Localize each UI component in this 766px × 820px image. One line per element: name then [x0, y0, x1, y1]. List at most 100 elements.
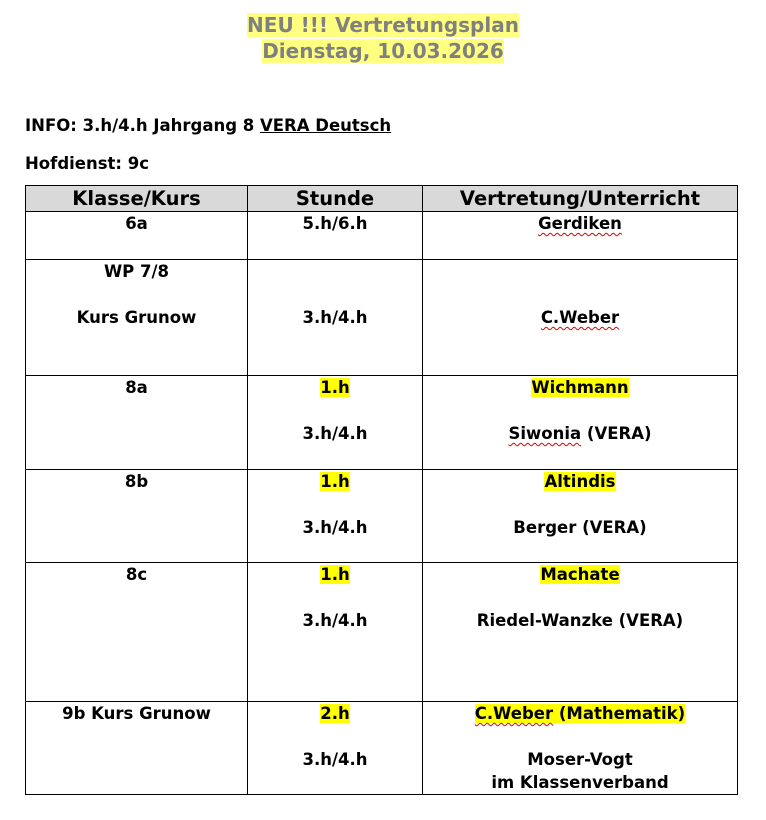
cell-klasse: 8b	[25, 469, 248, 563]
cell-text: 1.h	[320, 472, 350, 491]
cell-text: Siwonia (VERA)	[508, 424, 652, 443]
title-line-2: Dienstag, 10.03.2026	[262, 39, 504, 63]
cell-line: 1.h	[248, 563, 422, 586]
cell-text: Wichmann	[531, 378, 629, 397]
cell-line: Moser-Vogt	[423, 748, 737, 771]
cell-line: 8b	[26, 470, 247, 493]
cell-line	[423, 260, 737, 283]
info-line: INFO: 3.h/4.h Jahrgang 8 VERA Deutsch	[25, 116, 391, 135]
cell-vertretung: Machate Riedel-Wanzke (VERA)	[422, 562, 738, 702]
cell-text: 2.h	[320, 704, 350, 723]
table-row: 8c 1.h 3.h/4.h Machate Riedel-Wanzke (VERA)	[25, 562, 738, 702]
cell-line: WP 7/8	[26, 260, 247, 283]
header-stunde: Stunde	[247, 185, 423, 212]
cell-stunde: 5.h/6.h	[247, 211, 423, 260]
cell-line: im Klassenverband	[423, 771, 737, 794]
cell-line: 6a	[26, 212, 247, 235]
cell-text: 8c	[125, 565, 148, 584]
cell-line	[423, 283, 737, 306]
cell-text: im Klassenverband	[491, 773, 669, 792]
cell-line: 2.h	[248, 702, 422, 725]
cell-line: Riedel-Wanzke (VERA)	[423, 609, 737, 632]
table-row: 6a 5.h/6.h Gerdiken	[25, 211, 738, 260]
cell-text: Gerdiken	[538, 214, 622, 233]
cell-vertretung: C.Weber (Mathematik) Moser-Vogt im Klassen…	[422, 701, 738, 795]
cell-vertretung: Altindis Berger (VERA)	[422, 469, 738, 563]
cell-text: 3.h/4.h	[302, 611, 368, 630]
table-row: 8b 1.h 3.h/4.h Altindis Berger (VERA)	[25, 469, 738, 563]
substitution-table: Klasse/Kurs Stunde Vertretung/Unterricht…	[25, 185, 738, 795]
spellcheck-word: C.Weber	[474, 704, 554, 723]
table-row: 8a 1.h 3.h/4.h Wichmann Siwonia (VERA)	[25, 375, 738, 470]
cell-text: C.Weber	[541, 308, 619, 327]
cell-line: 3.h/4.h	[248, 748, 422, 771]
cell-text: 1.h	[320, 378, 350, 397]
cell-line	[423, 399, 737, 422]
title-line-1: NEU !!! Vertretungsplan	[247, 13, 519, 37]
spellcheck-word: Gerdiken	[538, 214, 622, 233]
cell-line	[423, 725, 737, 748]
cell-stunde: 2.h 3.h/4.h	[247, 701, 423, 795]
cell-text: 3.h/4.h	[302, 424, 368, 443]
cell-line	[423, 493, 737, 516]
cell-line: 1.h	[248, 376, 422, 399]
cell-line	[248, 725, 422, 748]
cell-line: 8c	[26, 563, 247, 586]
cell-text: 3.h/4.h	[302, 750, 368, 769]
cell-klasse: 8a	[25, 375, 248, 470]
cell-line: 1.h	[248, 470, 422, 493]
cell-line: C.Weber (Mathematik)	[423, 702, 737, 725]
cell-text: 1.h	[320, 565, 350, 584]
cell-klasse: WP 7/8 Kurs Grunow	[25, 259, 248, 376]
cell-line: Gerdiken	[423, 212, 737, 235]
cell-vertretung: Gerdiken	[422, 211, 738, 260]
cell-line	[248, 283, 422, 306]
spellcheck-word: Siwonia	[508, 424, 582, 443]
cell-line: 3.h/4.h	[248, 422, 422, 445]
cell-vertretung: C.Weber	[422, 259, 738, 376]
header-klasse: Klasse/Kurs	[25, 185, 248, 212]
table-row: WP 7/8 Kurs Grunow 3.h/4.h C.Weber	[25, 259, 738, 376]
cell-text: Altindis	[544, 472, 616, 491]
info-underlined: VERA Deutsch	[259, 116, 392, 135]
cell-line	[423, 586, 737, 609]
cell-line: 5.h/6.h	[248, 212, 422, 235]
info-text: INFO: 3.h/4.h Jahrgang 8	[25, 116, 260, 135]
cell-klasse: 9b Kurs Grunow	[25, 701, 248, 795]
cell-text: 5.h/6.h	[302, 214, 368, 233]
cell-text: 8b	[124, 472, 149, 491]
cell-text: Riedel-Wanzke (VERA)	[476, 611, 684, 630]
cell-line	[26, 283, 247, 306]
cell-text: 3.h/4.h	[302, 308, 368, 327]
cell-text: 3.h/4.h	[302, 518, 368, 537]
cell-line: Berger (VERA)	[423, 516, 737, 539]
header-vertretung: Vertretung/Unterricht	[422, 185, 738, 212]
cell-line: C.Weber	[423, 306, 737, 329]
cell-vertretung: Wichmann Siwonia (VERA)	[422, 375, 738, 470]
cell-line: 3.h/4.h	[248, 609, 422, 632]
cell-line	[248, 493, 422, 516]
document-title: NEU !!! Vertretungsplan Dienstag, 10.03.…	[0, 12, 766, 64]
cell-klasse: 8c	[25, 562, 248, 702]
cell-text: 9b Kurs Grunow	[62, 704, 211, 723]
cell-stunde: 1.h 3.h/4.h	[247, 469, 423, 563]
cell-line: Altindis	[423, 470, 737, 493]
cell-line: Machate	[423, 563, 737, 586]
cell-text: WP 7/8	[103, 262, 170, 281]
cell-text: 6a	[125, 214, 148, 233]
cell-line	[248, 586, 422, 609]
cell-line: Kurs Grunow	[26, 306, 247, 329]
cell-text: Machate	[540, 565, 620, 584]
cell-line: 3.h/4.h	[248, 306, 422, 329]
cell-line	[248, 399, 422, 422]
cell-text: 8a	[125, 378, 148, 397]
spellcheck-word: C.Weber	[540, 308, 620, 327]
cell-line: 8a	[26, 376, 247, 399]
cell-text: C.Weber (Mathematik)	[474, 704, 686, 723]
cell-line: Wichmann	[423, 376, 737, 399]
cell-text: Kurs Grunow	[76, 308, 197, 327]
cell-text: Moser-Vogt	[527, 750, 633, 769]
hofdienst: Hofdienst: 9c	[25, 154, 150, 173]
table-header: Klasse/Kurs Stunde Vertretung/Unterricht	[25, 185, 738, 212]
cell-line: Siwonia (VERA)	[423, 422, 737, 445]
